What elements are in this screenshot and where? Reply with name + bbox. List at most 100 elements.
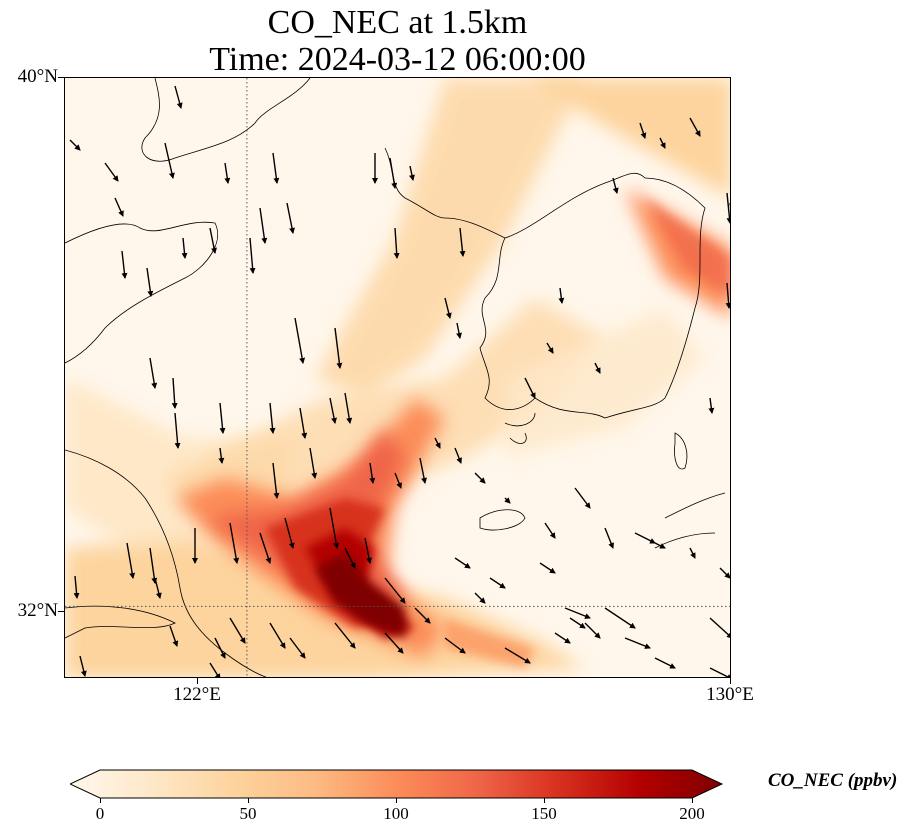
wind-arrow [209,662,221,677]
concentration-patch [315,553,405,638]
wind-arrow [634,532,656,544]
wind-arrow [612,177,619,194]
coastline [479,237,536,410]
wind-arrow [294,317,306,364]
wind-arrow [419,457,427,484]
wind-arrow [544,522,556,539]
wind-arrow [154,577,162,599]
wind-arrow [284,517,295,549]
co-concentration-field [65,78,730,677]
wind-arrow [334,622,356,649]
wind-arrow [584,622,601,639]
colorbar-tick-label: 100 [383,804,409,823]
coastline [65,605,176,639]
wind-arrow [574,487,591,509]
wind-arrow [394,472,402,489]
lat-label-32: 32°N [17,600,58,621]
wind-arrow [434,437,441,449]
wind-arrow [659,137,666,149]
colorbar-label: CO_NEC (ppbv) [768,770,898,791]
wind-arrow [604,527,614,549]
wind-arrow [624,637,651,649]
colorbar-tick [100,798,101,803]
wind-arrow [454,447,462,464]
wind-arrow [639,122,647,139]
lat-label-40: 40°N [17,66,58,87]
concentration-patch [525,78,730,197]
wind-arrow [594,362,601,374]
wind-arrow [709,617,730,639]
colorbar-gradient [68,769,724,799]
wind-arrow [174,412,181,449]
colorbar-tick [692,798,693,803]
wind-arrow [269,622,286,649]
wind-arrow [259,207,268,244]
wind-arrow [218,447,225,464]
wind-arrow [259,532,272,564]
wind-arrow [409,165,415,181]
wind-arrow [272,152,280,184]
wind-arrow [149,357,158,389]
wind-arrow [604,607,636,629]
wind-arrow [654,542,666,549]
wind-arrow [121,250,128,279]
wind-arrow [389,157,398,189]
wind-vector-layer [69,85,730,677]
wind-arrow [384,632,404,654]
concentration-patch [505,308,705,458]
wind-arrow [454,557,471,569]
wind-arrow [504,647,531,664]
colorbar-tick-label: 0 [95,804,105,823]
wind-arrow [214,637,226,659]
lon-label-122: 122°E [173,684,221,705]
wind-arrow [229,617,246,644]
lon-label-130: 130°E [706,684,754,705]
wind-arrow [456,322,462,339]
wind-arrow [689,547,696,559]
wind-arrow [329,397,337,424]
wind-arrow [169,625,179,647]
wind-arrow [489,577,506,589]
colorbar [68,769,726,799]
wind-arrow [569,617,586,629]
wind-arrow [209,227,217,254]
wind-arrow [104,162,119,182]
wind-arrow [546,342,554,354]
wind-arrow [444,297,452,319]
colorbar-tick-label: 50 [239,804,257,823]
wind-arrow [174,85,183,109]
coastline [384,147,646,239]
wind-arrow [554,632,571,644]
wind-arrow [289,637,306,659]
coastline [65,449,268,677]
wind-arrow [269,402,276,434]
wind-arrow [249,237,256,274]
wind-arrow [414,607,431,624]
lat-tick-40 [58,77,64,78]
wind-arrow [384,577,406,604]
coastline [504,412,536,444]
wind-arrow [524,377,536,399]
wind-arrow [459,227,466,257]
wind-arrow [219,402,226,434]
wind-arrow [224,162,231,184]
wind-arrow [654,657,676,669]
co-concentration-map [65,78,730,677]
wind-arrow [369,462,376,484]
coastline [65,221,218,364]
colorbar-tick [248,798,249,803]
lon-tick-130 [730,678,731,684]
wind-arrow [164,142,175,179]
wind-arrow [344,547,356,569]
wind-arrow [171,377,178,409]
map-title: CO_NEC at 1.5km [267,4,528,41]
wind-arrow [558,287,565,304]
coastline-layer [65,78,726,677]
coastline [141,78,311,162]
wind-arrow [709,667,730,677]
coastline [534,177,706,419]
wind-arrow [69,139,81,151]
wind-arrow [299,407,308,439]
lon-tick-122 [197,678,198,684]
map-plot-area [64,77,731,678]
